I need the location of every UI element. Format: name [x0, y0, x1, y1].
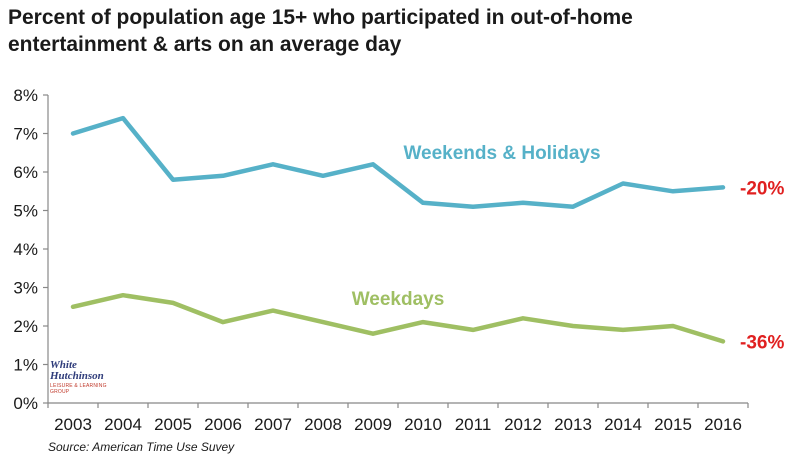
- x-tick-label: 2008: [304, 415, 342, 434]
- change-label-weekends-holidays: -20%: [740, 178, 784, 199]
- series-labels: Weekends & Holidays -20% Weekdays -36%: [352, 143, 785, 353]
- x-tick-label: 2003: [54, 415, 92, 434]
- y-tick-label: 6%: [13, 163, 38, 182]
- series-label-weekdays: Weekdays: [352, 289, 445, 310]
- white-hutchinson-logo: White Hutchinson LEISURE & LEARNING GROU…: [50, 360, 120, 400]
- x-tick-label: 2014: [604, 415, 642, 434]
- logo-line-2: Hutchinson: [50, 370, 104, 382]
- x-tick-label: 2006: [204, 415, 242, 434]
- series-line-weekends-holidays: [70, 115, 726, 209]
- y-tick-label: 8%: [13, 86, 38, 105]
- y-tick-label: 3%: [13, 279, 38, 298]
- y-tick-label: 5%: [13, 202, 38, 221]
- series-lines: [70, 115, 726, 344]
- series-label-weekends-holidays: Weekends & Holidays: [403, 143, 600, 164]
- chart-title-line-2: entertainment & arts on an average day: [8, 33, 402, 56]
- chart-title-line-1: Percent of population age 15+ who partic…: [8, 6, 633, 29]
- x-tick-label: 2015: [654, 415, 692, 434]
- logo-line-1: White: [50, 359, 77, 371]
- source-note: Source: American Time Use Suvey: [48, 440, 235, 454]
- x-tick-label: 2005: [154, 415, 192, 434]
- x-axis: 2003 2004 2005 2006 2007 2008 2009 2010 2011 2012…: [47, 402, 749, 434]
- y-tick-label: 2%: [13, 317, 38, 336]
- logo-line-3: LEISURE & LEARNING GROUP: [50, 383, 107, 395]
- x-tick-label: 2004: [104, 415, 142, 434]
- x-tick-label: 2010: [404, 415, 442, 434]
- x-tick-label: 2016: [704, 415, 742, 434]
- y-tick-label: 1%: [13, 356, 38, 375]
- y-tick-label: 0%: [13, 394, 38, 413]
- y-tick-label: 7%: [13, 125, 38, 144]
- y-tick-label: 4%: [13, 240, 38, 259]
- series-line-weekdays: [70, 292, 726, 344]
- x-tick-label: 2007: [254, 415, 292, 434]
- y-axis: 0% 1% 2% 3% 4% 5% 6% 7% 8%: [13, 86, 49, 413]
- x-tick-label: 2013: [554, 415, 592, 434]
- x-tick-label: 2009: [354, 415, 392, 434]
- x-tick-label: 2011: [455, 415, 492, 434]
- x-tick-label: 2012: [504, 415, 542, 434]
- chart-title: Percent of population age 15+ who partic…: [8, 4, 788, 58]
- change-label-weekdays: -36%: [740, 332, 784, 353]
